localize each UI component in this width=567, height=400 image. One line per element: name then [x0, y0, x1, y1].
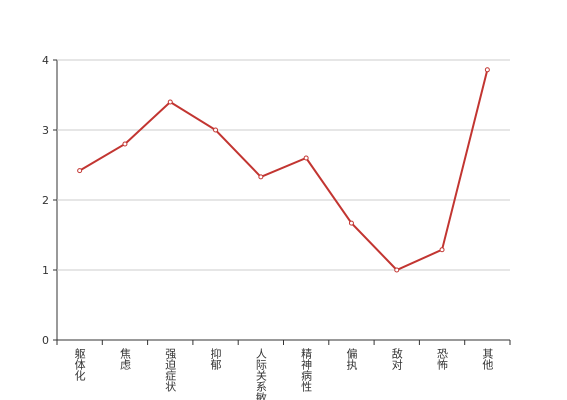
line	[79, 69, 489, 272]
x-tick-label: 人际关系敏感	[254, 348, 267, 400]
point	[348, 220, 354, 226]
point	[167, 99, 173, 105]
x-tick-label: 躯体化	[73, 348, 86, 382]
x-tick-label: 抑郁	[209, 347, 222, 370]
y-tick-label: 1	[42, 264, 49, 277]
x-tick-label: 恐怖	[436, 348, 449, 370]
point	[484, 67, 490, 73]
x-tick-label: 精神病性	[300, 348, 313, 393]
point	[394, 267, 400, 273]
x-tick-label: 焦虑	[118, 348, 131, 370]
point	[439, 247, 445, 253]
point	[77, 168, 83, 174]
x-tick-label: 其他	[481, 348, 494, 370]
y-tick-label: 4	[42, 54, 49, 67]
x-tick-label: 强迫症状	[164, 348, 177, 392]
y-tick-label: 3	[42, 124, 49, 137]
y-tick-label: 0	[42, 334, 49, 347]
x-tick-label: 偏执	[345, 347, 358, 371]
y-tick-label: 2	[42, 194, 49, 207]
x-tick-label: 敌对	[390, 347, 403, 370]
point	[258, 174, 264, 180]
point	[122, 141, 128, 147]
point	[303, 155, 309, 161]
point	[213, 127, 219, 133]
